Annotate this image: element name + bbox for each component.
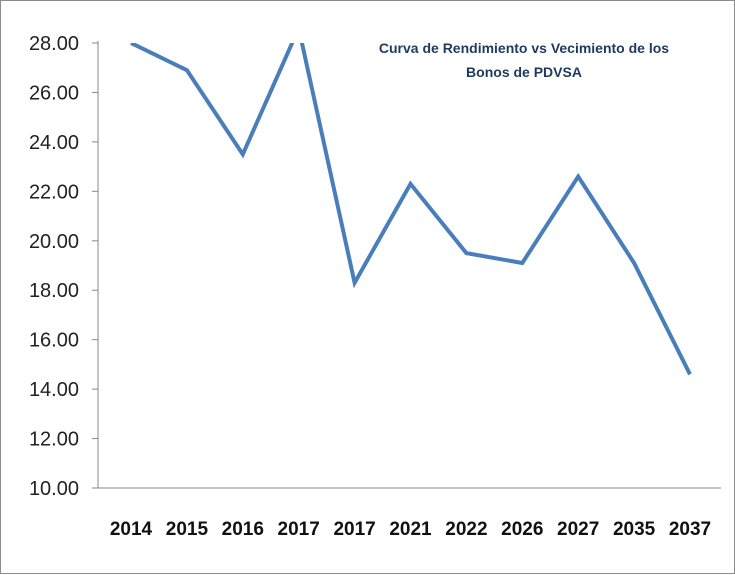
chart-title-line: Curva de Rendimiento vs Vecimiento de lo…	[379, 40, 669, 56]
x-tick-label: 2026	[501, 519, 543, 540]
x-tick-label: 2037	[669, 519, 711, 540]
x-tick-label: 2017	[278, 519, 320, 540]
x-tick-label: 2021	[389, 519, 432, 540]
chart-title: Curva de Rendimiento vs Vecimiento de lo…	[379, 40, 669, 80]
y-tick-label: 28.00	[29, 33, 79, 55]
y-tick-label: 14.00	[29, 379, 79, 401]
x-axis-ticks: 2014 2015 2016 2017 2017 2021 2022 2026 2027 2035…	[110, 519, 711, 540]
y-tick-label: 10.00	[29, 478, 79, 500]
y-tick-label: 18.00	[29, 280, 79, 302]
x-tick-label: 2016	[222, 519, 264, 540]
y-tick-label: 24.00	[29, 132, 79, 154]
y-tick-label: 22.00	[29, 181, 79, 203]
y-tick-label: 20.00	[29, 231, 79, 253]
chart-title-line: Bonos de PDVSA	[466, 64, 582, 80]
x-tick-label: 2027	[557, 519, 599, 540]
axes	[98, 41, 721, 488]
series-layer	[131, 28, 690, 374]
x-tick-label: 2017	[333, 519, 375, 540]
x-tick-label: 2015	[166, 519, 209, 540]
y-tick-label: 26.00	[29, 82, 79, 104]
x-tick-label: 2035	[613, 519, 656, 540]
y-tick-label: 16.00	[29, 330, 79, 352]
y-tick-label: 12.00	[29, 429, 79, 451]
series-line	[131, 28, 690, 374]
x-tick-label: 2022	[445, 519, 487, 540]
y-axis-ticks: 10.00 12.00 14.00 16.00 18.00 20.00 22.00 24.00…	[29, 33, 98, 500]
x-tick-label: 2014	[110, 519, 153, 540]
